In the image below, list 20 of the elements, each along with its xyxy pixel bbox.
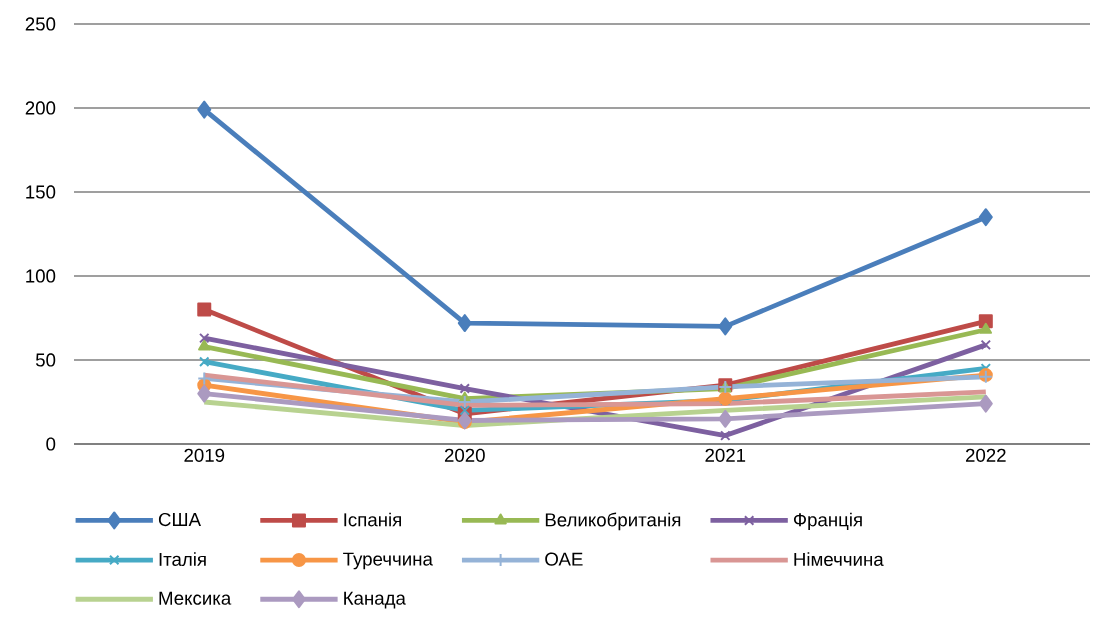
y-tick-label: 200 <box>25 101 56 115</box>
legend-label: Італія <box>159 552 206 566</box>
legend-label: Іспанія <box>344 512 401 527</box>
y-tick-label: 50 <box>35 353 56 367</box>
y-tick-label: 150 <box>26 185 56 199</box>
x-tick-label: 2021 <box>705 448 746 462</box>
legend-label: Великобританія <box>545 512 681 531</box>
legend-label: США <box>158 512 201 527</box>
y-tick-label: 0 <box>46 437 56 451</box>
x-tick-label: 2020 <box>444 448 485 462</box>
x-tick-label: 2019 <box>184 448 225 462</box>
legend-label: Мексика <box>159 591 232 605</box>
legend-label: Німеччина <box>794 552 884 566</box>
y-tick-label: 250 <box>25 17 56 31</box>
x-tick-label: 2022 <box>965 448 1006 462</box>
y-tick-label: 100 <box>26 269 56 283</box>
legend-label: Франція <box>793 512 862 531</box>
legend-label: ОАЕ <box>545 552 583 566</box>
legend-label: Канада <box>344 591 406 609</box>
legend-label: Туреччина <box>343 552 433 570</box>
